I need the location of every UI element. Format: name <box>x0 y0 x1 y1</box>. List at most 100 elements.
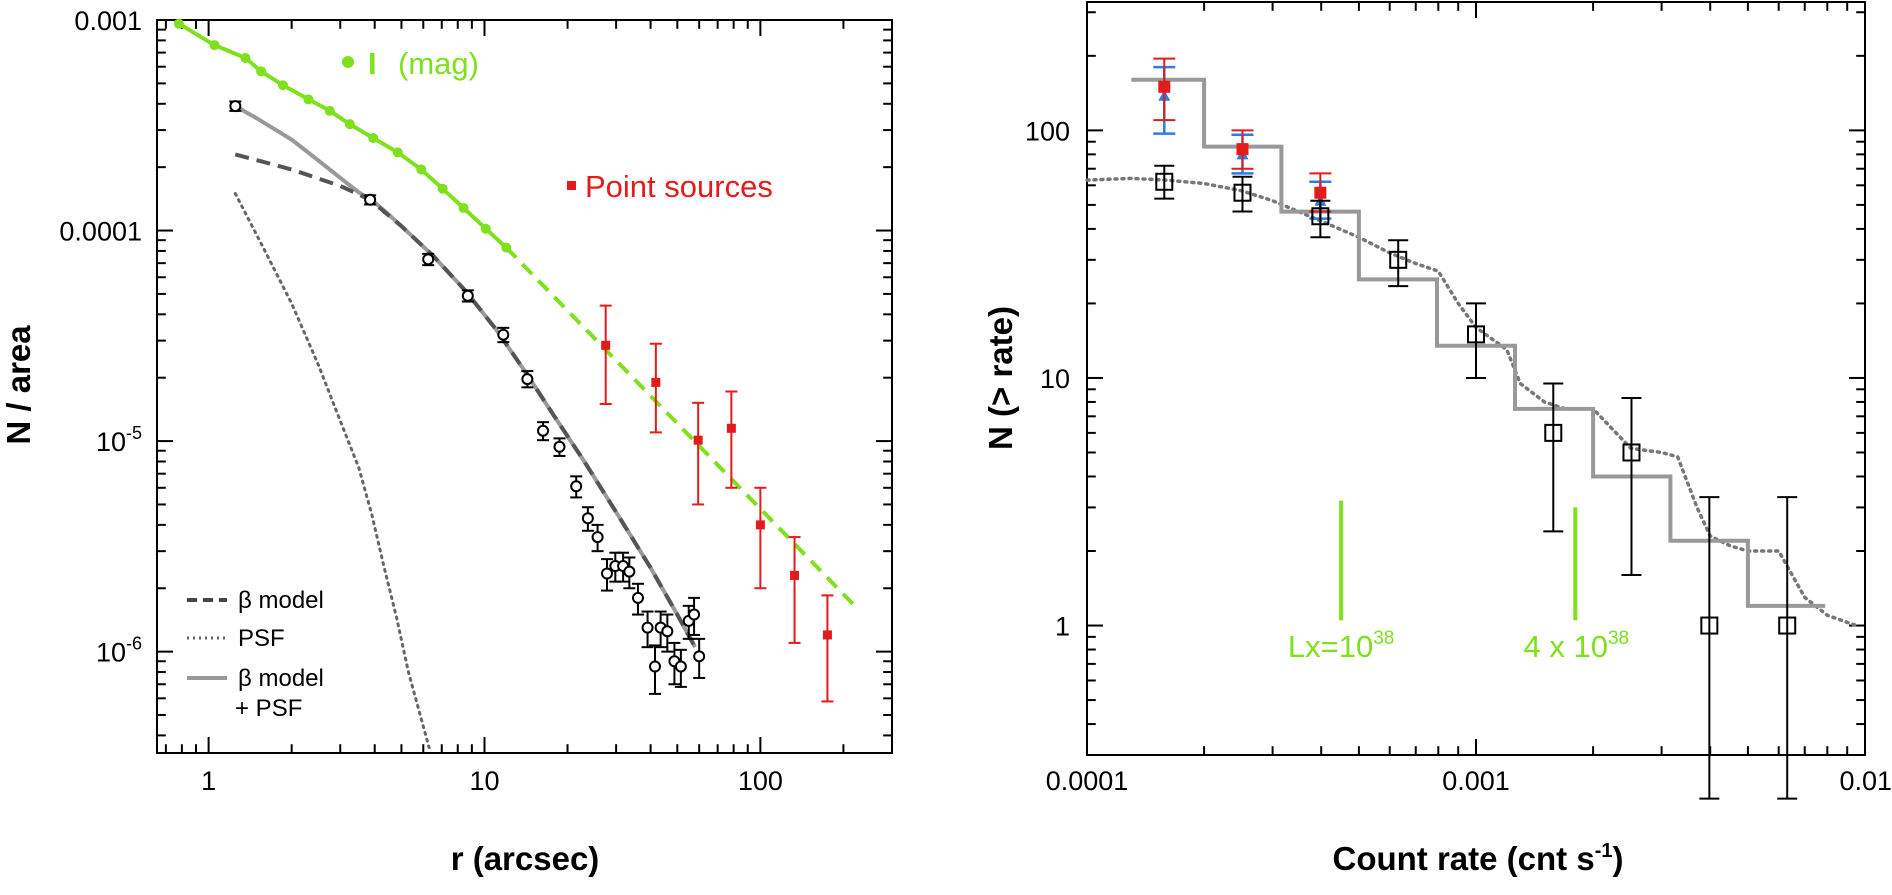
open-square-marker <box>1622 443 1641 462</box>
point-source-marker <box>651 377 661 387</box>
right-x-axis-title-exp: -1 <box>1595 840 1613 862</box>
profile-point <box>461 289 474 302</box>
legend-psf-label: PSF <box>238 625 285 652</box>
i-mag-point <box>458 202 469 213</box>
point-source-marker <box>790 570 800 580</box>
open-square-marker <box>1389 250 1408 269</box>
profile-point <box>600 567 613 580</box>
right-axis-ticks <box>1086 2 1866 756</box>
legend-beta-psf-label-2: + PSF <box>235 695 302 722</box>
open-square-marker <box>1467 325 1485 344</box>
tick-base: 10 <box>96 427 126 457</box>
i-mag-point <box>437 183 448 194</box>
right-x-tick-label: 0.01 <box>1839 766 1892 796</box>
tick-exponent: -6 <box>126 634 142 654</box>
profile-point <box>661 625 674 638</box>
psf-line <box>233 192 431 750</box>
i-mag-point <box>303 94 314 105</box>
open-square-marker <box>1778 616 1797 635</box>
profile-point <box>497 328 510 341</box>
right-x-axis-title-close: ) <box>1612 840 1623 877</box>
i-mag-point <box>480 223 491 234</box>
right-x-axis-title: Count rate (cnt s-1) <box>1333 840 1624 877</box>
red-square-marker <box>1158 80 1171 93</box>
profile-point <box>693 650 706 663</box>
profile-point <box>521 373 534 386</box>
right-tick-labels: 0.0001 0.001 0.01 1 10 100 <box>1025 116 1892 796</box>
tick-exponent: -5 <box>126 423 142 443</box>
point-sources-text: Point sources <box>585 169 773 204</box>
left-x-tick-label: 100 <box>738 766 783 796</box>
profile-point <box>688 608 701 621</box>
i-mag-point <box>392 147 403 158</box>
tick-base: 10 <box>96 638 126 668</box>
i-mag-unit: (mag) <box>398 46 479 81</box>
i-mag-extrapolation-line <box>504 246 859 611</box>
open-square-marker <box>1544 423 1563 442</box>
left-x-tick-label: 1 <box>201 766 216 796</box>
profile-point <box>631 591 644 604</box>
cumulative-model-dotted-line <box>1085 176 1859 628</box>
i-mag-point <box>501 242 512 253</box>
i-mag-point <box>173 18 184 29</box>
point-source-marker <box>693 435 703 445</box>
i-mag-point <box>416 164 427 175</box>
open-square-marker <box>1233 183 1252 202</box>
legend-beta-psf-label-1: β model <box>238 665 324 692</box>
luminosity-marker-label: 4 x 1038 <box>1524 628 1630 664</box>
left-legend: β model PSF β model + PSF <box>187 587 324 722</box>
right-y-tick-label: 1 <box>1055 612 1070 642</box>
point-source-marker <box>755 520 765 530</box>
profile-point <box>591 531 604 544</box>
left-axis-ticks <box>157 19 893 753</box>
luminosity-label-base: Lx=10 <box>1288 629 1373 664</box>
profile-point <box>581 512 594 525</box>
profile-point <box>674 660 687 673</box>
profile-point <box>623 565 636 578</box>
left-y-tick-label: 0.001 <box>74 6 142 36</box>
profile-point <box>537 424 550 437</box>
i-mag-label: I (mag) <box>342 46 479 81</box>
i-mag-point <box>240 52 251 63</box>
i-mag-marker <box>342 56 354 68</box>
open-square-marker <box>1311 207 1330 226</box>
open-square-marker <box>1700 616 1719 635</box>
i-mag-symbol: I <box>368 46 377 81</box>
point-source-marker <box>601 340 611 350</box>
left-x-axis-title: r (arcsec) <box>451 840 600 877</box>
left-plot-frame <box>156 19 893 754</box>
left-y-tick-label: 10-5 <box>96 423 142 457</box>
profile-point <box>229 100 242 113</box>
right-y-tick-label: 10 <box>1040 364 1070 394</box>
right-x-axis-title-base: Count rate (cnt s <box>1333 840 1595 877</box>
open-square-marker <box>1155 172 1174 191</box>
i-mag-point <box>256 66 267 77</box>
right-y-axis-title: N (> rate) <box>982 306 1019 450</box>
i-mag-point <box>368 133 379 144</box>
left-y-tick-label: 0.0001 <box>59 217 142 247</box>
profile-point <box>570 480 583 493</box>
luminosity-label-exponent: 38 <box>1373 628 1394 649</box>
point-source-marker <box>726 423 736 433</box>
luminosity-label-base: 4 x 10 <box>1524 629 1608 664</box>
luminosity-label-exponent: 38 <box>1608 628 1629 649</box>
right-y-tick-label: 100 <box>1025 116 1070 146</box>
red-square-marker <box>1314 186 1327 199</box>
i-mag-point <box>209 40 220 51</box>
profile-point <box>553 440 566 453</box>
right-annotations: Lx=1038 4 x 1038 <box>1288 500 1629 664</box>
profile-point <box>364 193 377 206</box>
point-sources-marker <box>567 181 576 190</box>
beta-model-line <box>234 152 697 649</box>
red-square-marker <box>1236 143 1249 156</box>
point-sources-label: Point sources <box>567 169 773 204</box>
right-series <box>1085 57 1859 800</box>
i-mag-point <box>344 119 355 130</box>
right-x-tick-label: 0.0001 <box>1046 766 1129 796</box>
profile-point <box>641 621 654 634</box>
luminosity-marker-label: Lx=1038 <box>1288 628 1394 664</box>
